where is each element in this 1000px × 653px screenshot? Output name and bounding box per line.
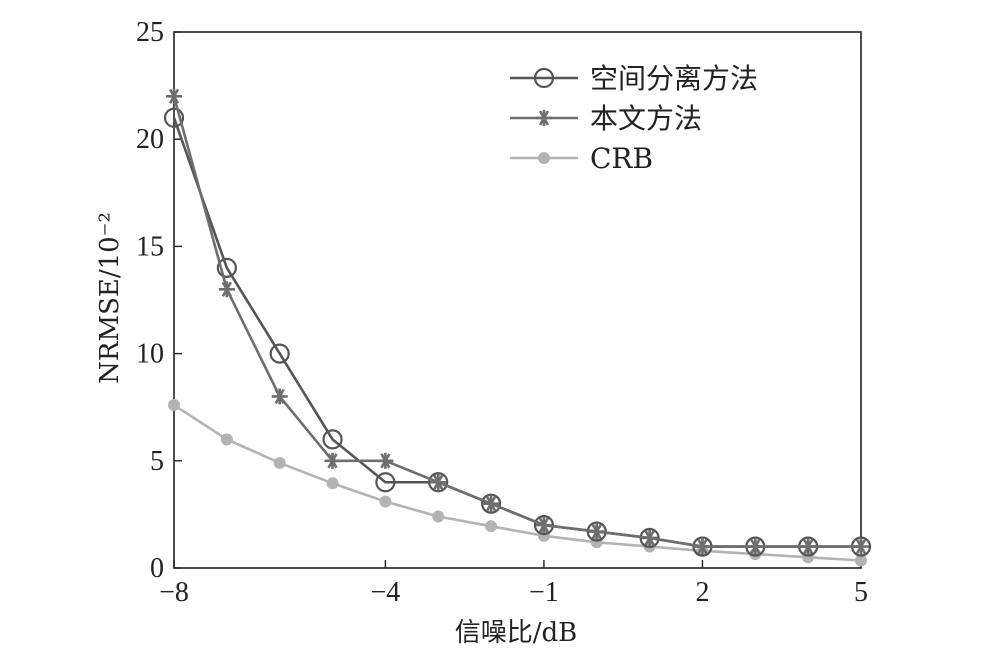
data-point	[326, 477, 339, 490]
y-tick-label: 15	[136, 231, 164, 262]
x-tick-label: 5	[854, 577, 868, 608]
y-tick-label: 10	[136, 339, 164, 370]
y-tick-label: 20	[136, 124, 164, 155]
legend-marker	[533, 67, 555, 89]
data-point	[163, 107, 185, 128]
series-line	[172, 117, 861, 548]
data-point	[800, 538, 817, 555]
x-tick-label: −8	[159, 577, 189, 608]
data-point	[220, 433, 233, 446]
data-point	[694, 538, 711, 555]
y-axis-label: NRMSE/10⁻²	[95, 212, 125, 384]
data-point	[273, 456, 286, 469]
data-point	[271, 388, 288, 405]
data-point	[379, 495, 392, 508]
data-point	[324, 452, 341, 469]
data-point	[168, 399, 180, 412]
data-point	[853, 538, 869, 555]
series-line	[173, 403, 862, 562]
data-point	[432, 510, 445, 523]
data-point	[375, 472, 396, 493]
plot-frame	[173, 31, 862, 569]
data-point	[641, 529, 658, 546]
data-point	[747, 538, 764, 555]
x-tick-label: −4	[370, 577, 400, 608]
data-point	[480, 493, 502, 514]
legend-label: 本文方法	[590, 102, 702, 135]
data-point	[430, 474, 447, 491]
data-point	[428, 472, 449, 493]
data-point	[216, 257, 237, 278]
y-tick-label: 5	[150, 446, 164, 477]
legend-label: 空间分离方法	[590, 62, 758, 95]
y-tick-label: 25	[136, 17, 164, 48]
data-point	[269, 343, 290, 364]
legend-label: CRB	[590, 142, 653, 175]
data-point	[535, 517, 552, 534]
data-point	[483, 495, 500, 512]
data-point	[377, 452, 394, 469]
data-point	[855, 554, 867, 567]
legend-marker	[538, 152, 550, 164]
x-tick-label: −1	[529, 577, 559, 608]
data-point	[166, 88, 182, 105]
x-axis-label: 信噪比/dB	[455, 618, 578, 648]
x-tick-label: 2	[695, 577, 709, 608]
y-tick-label: 0	[150, 553, 164, 584]
series-line	[172, 95, 861, 548]
data-point	[218, 281, 235, 298]
data-point	[322, 429, 343, 450]
data-point	[588, 523, 605, 540]
data-point	[485, 520, 498, 533]
legend-marker	[536, 110, 552, 126]
